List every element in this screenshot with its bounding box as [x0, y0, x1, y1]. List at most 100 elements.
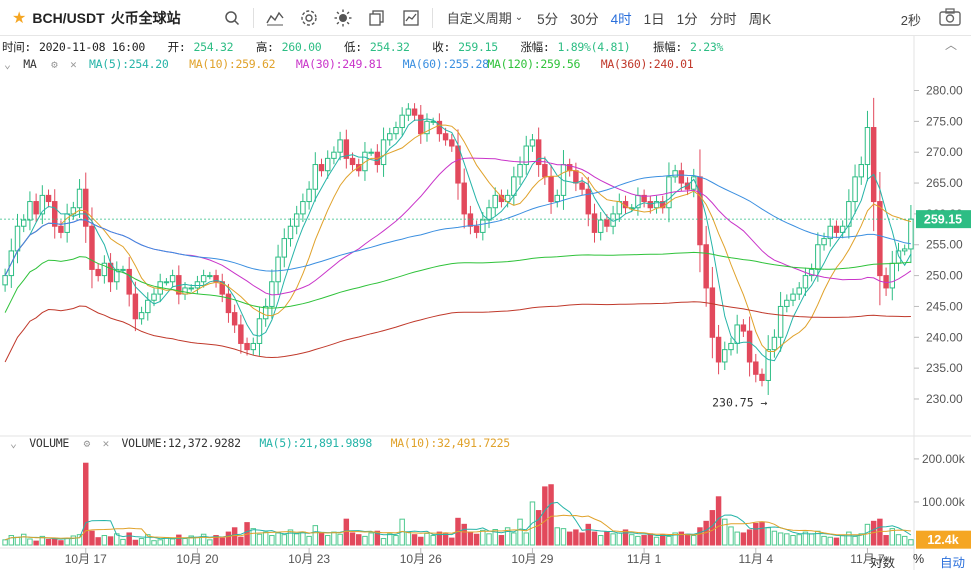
percent-scale-toggle[interactable]: % [913, 552, 925, 566]
volume-bar [771, 530, 778, 546]
volume-bar [765, 527, 771, 546]
volume-bar [126, 532, 132, 546]
candle-body [746, 330, 753, 363]
candle-body [796, 287, 802, 295]
volume-bar [349, 532, 356, 546]
refresh-interval[interactable]: 2秒 [900, 13, 921, 28]
period-30m[interactable]: 30分 [570, 11, 599, 27]
candle-body [529, 139, 536, 147]
candle-body [653, 201, 660, 209]
volume-bar [846, 531, 852, 546]
candle-body [808, 268, 815, 277]
candle-body [728, 342, 734, 351]
chart-type-icon[interactable] [394, 0, 428, 36]
candle-body [697, 176, 703, 246]
camera-icon[interactable] [939, 8, 961, 29]
volume-bar [753, 522, 759, 546]
volume-bar [101, 535, 108, 546]
candle-body [455, 145, 461, 184]
candle-body [45, 194, 52, 203]
candle-body [300, 201, 306, 215]
volume-bar [535, 510, 542, 546]
period-1m[interactable]: 1分 [676, 11, 698, 27]
chevron-down-icon: ⌄ [514, 12, 524, 23]
volume-bar [231, 527, 238, 546]
volume-bar [548, 484, 554, 546]
volume-bar [219, 537, 225, 546]
candle-body [858, 164, 864, 178]
open-value: 254.32 [193, 40, 234, 54]
volume-bar [746, 529, 753, 546]
time-tick-label: 11月 7 [850, 552, 885, 566]
volume-close-icon[interactable]: ✕ [102, 437, 110, 450]
volume-bar [486, 533, 492, 546]
volume-settings-icon[interactable]: ⚙ [83, 437, 91, 450]
candle-body [467, 213, 474, 227]
volume-bar [784, 533, 790, 546]
candle-body [777, 305, 784, 338]
auto-scale-toggle[interactable]: 自动 [940, 556, 966, 570]
theme-icon[interactable] [326, 0, 360, 36]
volume-bar [213, 535, 219, 546]
time-value: 2020-11-08 16:00 [39, 40, 146, 54]
candle-body [250, 342, 256, 351]
candle-body [244, 342, 250, 351]
candle-body [579, 182, 585, 190]
volume-bar [275, 532, 281, 546]
settings-icon[interactable] [292, 0, 326, 36]
volume-bar [436, 531, 443, 546]
candle-body [95, 268, 101, 277]
candle-body [852, 176, 858, 203]
volume-bar [628, 534, 635, 546]
period-4h[interactable]: 4时 [610, 11, 632, 27]
amplitude-value: 2.23% [690, 40, 724, 54]
volume-bar [554, 527, 560, 546]
symbol-name[interactable]: BCH/USDT [32, 9, 105, 26]
period-5m[interactable]: 5分 [537, 11, 559, 27]
volume-bar [300, 531, 306, 546]
candle-body [145, 299, 151, 314]
period-weekly[interactable]: 周K [748, 11, 772, 27]
period-timeline[interactable]: 分时 [709, 11, 737, 27]
log-scale-toggle[interactable]: 对数 [870, 556, 896, 570]
candle-body [114, 268, 120, 283]
collapse-icon[interactable]: ︿ [944, 38, 957, 52]
volume-bar [908, 539, 914, 546]
candle-body [275, 256, 281, 283]
copy-icon[interactable] [360, 0, 394, 36]
volume-bar [107, 536, 114, 546]
candle-body [343, 139, 350, 159]
volume-bar [883, 535, 889, 546]
ma-settings-icon[interactable]: ⚙ [51, 58, 58, 71]
volume-bar [560, 528, 567, 546]
volume-bar [604, 531, 610, 546]
volume-bar [262, 531, 269, 546]
time-tick-label: 10月 20 [176, 552, 218, 566]
search-icon[interactable] [215, 0, 249, 36]
price-tick-label: 255.00 [926, 238, 963, 252]
favorite-star-icon[interactable]: ★ [12, 9, 27, 27]
candle-body [20, 219, 27, 227]
candle-body [442, 133, 449, 141]
volume-bar [250, 528, 256, 546]
ma30-value: MA(30):249.81 [295, 57, 382, 71]
chevron-down-icon[interactable]: ⌄ [4, 57, 11, 71]
custom-period-dropdown[interactable]: 自定义周期 ⌄ [437, 0, 531, 36]
volume-bar [33, 540, 39, 546]
volume-bar [672, 532, 678, 546]
candle-body [771, 336, 778, 351]
candle-body [703, 244, 709, 289]
ma-close-icon[interactable]: ✕ [70, 58, 77, 71]
candle-body [76, 188, 83, 209]
candle-body [418, 114, 424, 135]
volume-bar [591, 531, 598, 546]
volume-bar [697, 527, 703, 546]
period-1d[interactable]: 1日 [643, 11, 665, 27]
indicator-icon[interactable] [258, 0, 292, 36]
volume-bar [858, 533, 864, 546]
exchange-name[interactable]: 火币全球站 [110, 9, 181, 26]
volume-bar [616, 532, 623, 546]
volume-bar [808, 533, 815, 546]
volume-ma10-value: MA(10):32,491.7225 [390, 436, 511, 450]
chevron-down-icon[interactable]: ⌄ [10, 436, 17, 450]
